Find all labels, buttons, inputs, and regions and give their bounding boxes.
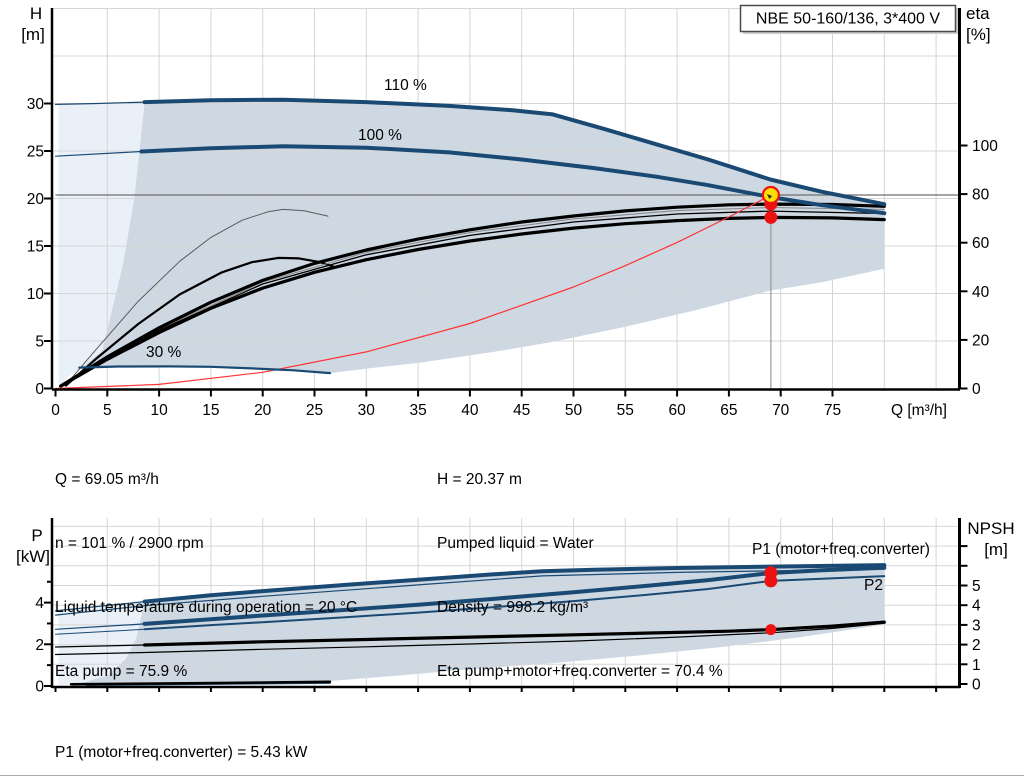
tick-label: 5: [972, 578, 981, 595]
speed-110pct-curve: [142, 97, 887, 207]
speed-100pct-lead: [54, 150, 143, 157]
chart-label: 110 %: [384, 77, 427, 94]
chart-label: H: [30, 4, 42, 23]
tick-label: 60: [972, 235, 990, 252]
chart-label: [kW]: [16, 547, 50, 566]
tick-label: 20: [972, 332, 990, 349]
duty-info-left: Q = 69.05 m³/h n = 101 % / 2900 rpm Liqu…: [55, 426, 357, 704]
chart-label: 30 %: [146, 344, 182, 361]
npsh-lead: [54, 644, 146, 648]
info-eta-pump: Eta pump = 75.9 %: [55, 663, 188, 681]
chart-label: [%]: [966, 25, 991, 44]
power-info: P1 (motor+freq.converter) = 5.43 kW P2 =…: [55, 699, 307, 781]
tick-label: 4: [972, 598, 981, 615]
tick-label: 4: [35, 595, 44, 612]
tick-label: 3: [972, 617, 981, 634]
tick-label: 60: [668, 402, 686, 419]
chart-label: 100 %: [358, 127, 402, 144]
info-eta-total: Eta pump+motor+freq.converter = 70.4 %: [437, 663, 723, 681]
info-q: Q = 69.05 m³/h: [55, 470, 159, 488]
tick-label: 30: [27, 96, 45, 113]
chart-label: P2: [864, 577, 883, 594]
chart-label: [m]: [984, 540, 1008, 559]
info-density: Density = 998.2 kg/m³: [437, 599, 589, 617]
tick-label: 100: [972, 138, 998, 155]
p1-lead: [54, 623, 146, 630]
npsh-thin: [54, 622, 885, 656]
eta-thin-gray: [60, 206, 885, 387]
tick-label: 40: [972, 284, 990, 301]
tick-label: 50: [565, 402, 583, 419]
info-speed: n = 101 % / 2900 rpm: [55, 535, 204, 553]
tick-label: 0: [972, 381, 981, 398]
info-pumped-liquid: Pumped liquid = Water: [437, 535, 594, 553]
tick-label: 15: [202, 402, 219, 419]
speed-110pct-lead: [54, 101, 146, 106]
tick-label: 2: [972, 637, 981, 654]
chart-label: eta: [966, 4, 990, 23]
eta-total-curve: [59, 215, 886, 388]
eta-pump-curve: [59, 202, 886, 388]
tick-label: 0: [35, 679, 44, 696]
tick-label: 0: [51, 402, 60, 419]
npsh-curve: [143, 620, 886, 647]
tick-label: 0: [972, 677, 981, 694]
eta-aux-thin-arc: [65, 208, 329, 386]
p2-lead: [55, 628, 146, 635]
tick-label: 70: [772, 402, 790, 419]
tick-label: 55: [617, 402, 634, 419]
p1-110pct-curve: [142, 563, 887, 604]
eta-total-point: [764, 210, 778, 224]
system-curve: [54, 194, 772, 390]
title-box: [739, 4, 957, 33]
info-liquid-temp: Liquid temperature during operation = 20…: [55, 599, 358, 617]
p2-curve: [143, 575, 886, 631]
info-head: H = 20.37 m: [437, 470, 522, 488]
tick-label: 75: [824, 402, 841, 419]
p2-point: [764, 574, 778, 588]
tick-label: 40: [461, 402, 479, 419]
chart-label: NPSH: [967, 519, 1014, 538]
tick-label: 1: [972, 657, 981, 674]
eta-aux-mid-arc: [64, 256, 335, 387]
tick-label: 10: [27, 286, 45, 303]
p1-curve: [142, 565, 887, 626]
pump-model-title: NBE 50-160/136, 3*400 V: [756, 11, 940, 28]
tick-label: 45: [513, 402, 530, 419]
tick-label: 15: [27, 239, 44, 256]
tick-label: 30: [358, 402, 376, 419]
tick-label: 5: [103, 402, 112, 419]
chart-label: Q [m³/h]: [891, 402, 947, 419]
speed-100pct-curve: [139, 144, 887, 216]
tick-label: 20: [254, 402, 272, 419]
npsh-point: [765, 624, 777, 636]
chart-label: P: [31, 526, 42, 545]
chart-label: [m]: [21, 25, 45, 44]
tick-label: 25: [306, 402, 323, 419]
speed-30pct-curve: [78, 365, 332, 375]
tick-label: 0: [35, 381, 44, 398]
chart-label: P1 (motor+freq.converter): [752, 541, 930, 558]
p1-110pct-thin: [54, 568, 885, 616]
tick-label: 80: [972, 187, 990, 204]
duty-point[interactable]: [761, 185, 780, 205]
duty-cursor-icon: [766, 193, 773, 199]
tick-label: 2: [35, 637, 44, 654]
tick-label: 5: [35, 334, 44, 351]
operating-envelope: [82, 99, 885, 374]
tick-label: 10: [150, 402, 168, 419]
duty-info-right: H = 20.37 m Pumped liquid = Water Densit…: [437, 426, 723, 704]
p1-110pct-lead: [54, 600, 146, 612]
tick-label: 35: [409, 402, 426, 419]
p-30pct-curve: [69, 680, 332, 686]
tick-label: 25: [27, 144, 44, 161]
info-p1: P1 (motor+freq.converter) = 5.43 kW: [55, 743, 308, 761]
tick-label: 20: [27, 191, 45, 208]
low-speed-wedge: [58, 102, 145, 388]
tick-label: 65: [720, 402, 737, 419]
